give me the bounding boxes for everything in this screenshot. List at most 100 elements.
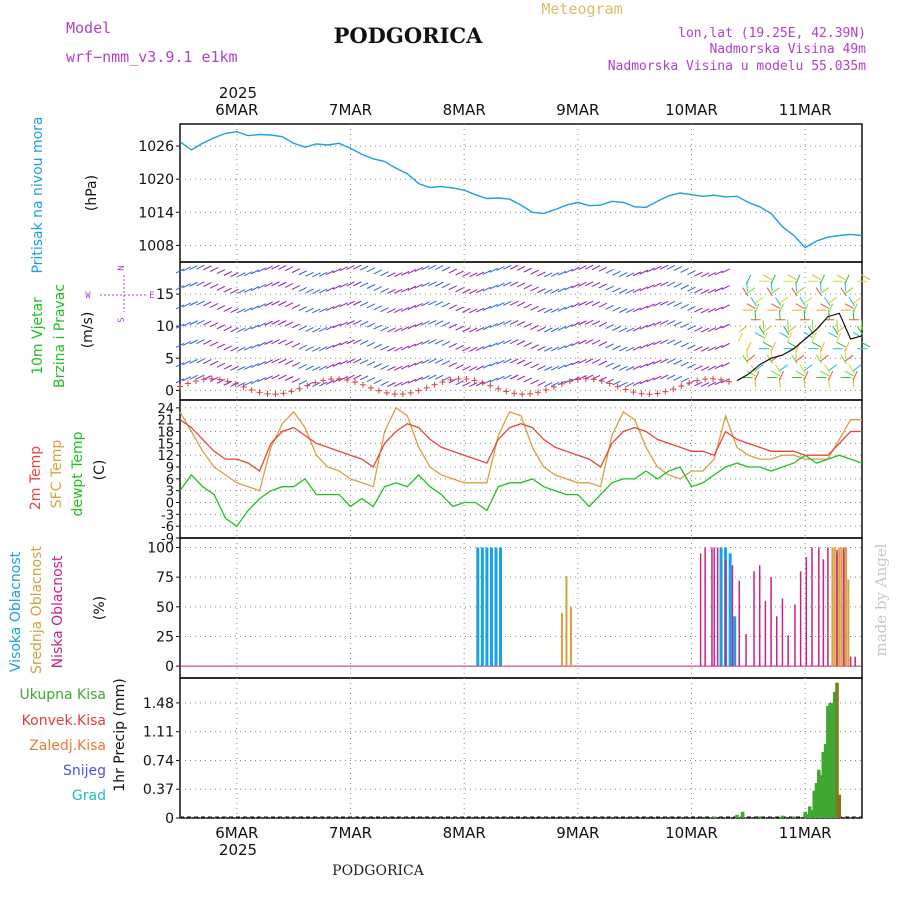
wind-barb	[284, 359, 294, 365]
wind-barb	[544, 308, 553, 314]
wind-barb	[448, 285, 458, 291]
wind-barb	[339, 302, 348, 308]
wind-barb	[619, 381, 628, 387]
wind-barb	[509, 281, 519, 287]
wind-barb	[359, 359, 369, 365]
wind-barb	[278, 358, 287, 364]
wind-barb	[612, 287, 621, 293]
bottom-day-labels: 6MAR 7MAR 8MAR 9MAR 10MAR 11MAR	[215, 824, 831, 842]
wind-barb	[557, 287, 567, 293]
wind-barb	[448, 304, 458, 310]
wind-barb	[714, 287, 724, 293]
lonlat: lon,lat (19.25E, 42.39N)	[678, 26, 866, 41]
wind-barb	[230, 308, 239, 314]
wind-barb	[646, 342, 655, 347]
wind-fan-barb	[746, 287, 756, 295]
wind-barb	[243, 364, 253, 370]
wind-barb	[380, 364, 389, 370]
wind-barb	[428, 300, 437, 306]
wind-barb	[175, 323, 185, 329]
wind-barb	[659, 319, 669, 325]
wind-barb	[325, 380, 335, 385]
wind-barb	[653, 282, 662, 288]
wind-barb	[257, 284, 267, 289]
wind-barb	[673, 302, 683, 307]
wind-fan-barb	[828, 364, 838, 372]
wind-fan-barb	[799, 297, 806, 306]
wind-barb	[571, 341, 580, 347]
wind-barb	[189, 358, 198, 364]
temp-tick-label: 6	[166, 473, 174, 488]
wind-barb	[721, 362, 730, 368]
wind-fan-barb	[787, 325, 797, 333]
wind-barb	[441, 321, 451, 327]
wind-barb	[387, 272, 396, 278]
precip-bar	[828, 702, 832, 818]
wind-barb	[714, 344, 724, 350]
wind-barb	[462, 307, 471, 313]
compass-south: S	[117, 317, 127, 322]
wind-barb	[687, 270, 696, 275]
wind-label-1: 10m Vjetar	[30, 297, 46, 375]
wind-barb	[312, 308, 321, 314]
wind-tick-label: 5	[165, 351, 174, 367]
wind-fan-barb	[820, 287, 829, 295]
wind-barb	[530, 324, 539, 330]
wind-barb	[721, 285, 730, 291]
wind-barb	[496, 282, 505, 288]
wind-barb	[469, 346, 478, 352]
wind-barb	[666, 320, 676, 325]
wind-barb	[257, 322, 267, 328]
wind-barb	[189, 339, 198, 345]
wind-barb	[632, 345, 642, 351]
wind-fan-barb	[828, 370, 834, 381]
wind-barb	[264, 301, 273, 307]
wind-barb	[373, 305, 383, 311]
wind-barb	[380, 307, 389, 313]
cloud-label-low: Niska Oblacnost	[50, 555, 66, 668]
precip-panel: 0 0.37 0.74 1.11 1.48	[143, 677, 863, 827]
wind-barb	[578, 339, 587, 345]
wind-barb	[550, 272, 560, 277]
wind-fan-barb	[820, 370, 830, 377]
wind-barb	[441, 341, 451, 346]
temp-unit: (C)	[92, 460, 108, 481]
wind-barb	[175, 378, 185, 384]
top-day-labels: 6MAR 7MAR 8MAR 9MAR 10MAR 11MAR	[215, 101, 831, 119]
wind-barb	[659, 300, 669, 306]
wind-barb	[557, 325, 567, 331]
wind-barb	[625, 289, 635, 294]
wind-barb	[598, 266, 608, 272]
temp-tick-label: 12	[157, 449, 174, 464]
wind-barb	[216, 343, 226, 349]
wind-barb	[230, 272, 239, 278]
precip-bar	[712, 816, 717, 818]
wind-fan-barb	[861, 274, 871, 281]
wind-barb	[482, 363, 492, 369]
wind-barb	[414, 360, 423, 366]
wind-fan-barb	[746, 342, 752, 352]
wind-fan-barb	[742, 287, 749, 297]
wind-barb	[353, 319, 362, 325]
wind-barb	[523, 267, 533, 273]
wind-fan-barb	[754, 303, 760, 314]
wind-barb	[380, 287, 389, 293]
wind-barb	[298, 364, 307, 369]
wind-barb	[721, 268, 730, 274]
wind-barb	[230, 288, 239, 294]
wind-barb	[278, 339, 287, 345]
wind-barb	[475, 307, 485, 313]
wind-barb	[366, 322, 376, 328]
wind-barb	[359, 265, 369, 271]
wind-barb	[475, 288, 485, 294]
wind-fan-barb	[803, 370, 809, 381]
compass-north: N	[117, 265, 127, 270]
wind-barb	[257, 341, 267, 347]
wind-barb	[612, 345, 621, 351]
legend-total-rain: Ukupna Kisa	[19, 687, 106, 703]
wind-barb	[475, 346, 485, 351]
wind-barb	[421, 375, 430, 381]
wind-barb	[557, 306, 567, 312]
wind-barb	[591, 281, 601, 287]
